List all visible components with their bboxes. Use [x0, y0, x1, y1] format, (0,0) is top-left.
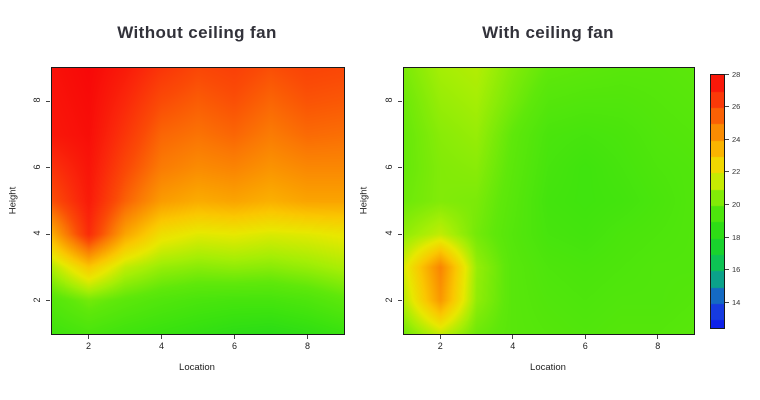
x-axis-label-left: Location	[179, 362, 215, 373]
x-tick-label-right: 8	[655, 341, 661, 351]
colorbar-tick-label: 26	[732, 102, 741, 112]
x-axis-label-right: Location	[530, 362, 566, 373]
x-tick-mark-left	[88, 335, 89, 339]
colorbar	[710, 74, 725, 329]
colorbar-tick-label: 22	[732, 167, 741, 177]
colorbar-tick-mark	[725, 204, 729, 206]
y-tick-mark-right	[398, 300, 402, 302]
x-tick-mark-left	[161, 335, 162, 339]
x-tick-label-left: 6	[231, 341, 237, 351]
x-tick-label-right: 2	[437, 341, 443, 351]
y-tick-mark-right	[398, 233, 402, 235]
x-tick-mark-right	[584, 335, 586, 339]
y-tick-label-right: 8	[384, 97, 394, 103]
y-tick-label-left: 2	[32, 297, 42, 303]
y-tick-mark-left	[46, 233, 50, 235]
colorbar-tick-mark	[725, 138, 729, 140]
chart-title-left: Without ceiling fan	[117, 23, 277, 42]
x-tick-label-left: 4	[158, 341, 164, 351]
y-tick-label-right: 4	[384, 230, 394, 236]
heatmap-canvas-left	[52, 68, 344, 334]
x-tick-mark-right	[439, 335, 441, 339]
colorbar-tick-label: 28	[732, 69, 741, 79]
x-tick-label-right: 6	[582, 341, 588, 351]
x-tick-mark-right	[657, 335, 659, 339]
colorbar-canvas	[711, 75, 724, 328]
colorbar-tick-label: 24	[732, 134, 741, 144]
colorbar-tick-mark	[725, 269, 729, 271]
heatmap-plot-right	[403, 67, 695, 335]
colorbar-tick-label: 14	[732, 298, 741, 308]
y-tick-mark-left	[46, 100, 50, 102]
colorbar-tick-label: 18	[732, 232, 741, 242]
y-tick-mark-right	[398, 167, 402, 169]
x-tick-mark-right	[512, 335, 514, 339]
x-tick-label-right: 4	[510, 341, 516, 351]
x-tick-mark-left	[307, 335, 308, 339]
y-tick-label-right: 2	[384, 297, 394, 303]
y-tick-label-right: 6	[384, 164, 394, 170]
chart-title-right: With ceiling fan	[482, 23, 614, 42]
colorbar-tick-mark	[725, 73, 729, 75]
y-tick-label-left: 4	[32, 230, 42, 236]
y-tick-mark-left	[46, 300, 50, 302]
x-tick-label-left: 8	[304, 341, 310, 351]
colorbar-tick-mark	[725, 236, 729, 238]
colorbar-tick-mark	[725, 171, 729, 173]
x-tick-label-left: 2	[85, 341, 91, 351]
colorbar-tick-label: 20	[732, 200, 741, 210]
y-tick-mark-right	[398, 100, 402, 102]
y-tick-mark-left	[46, 167, 50, 169]
y-axis-label-left: Height	[7, 186, 19, 215]
heatmap-plot-left	[51, 67, 345, 335]
heatmap-canvas-right	[404, 68, 694, 334]
y-axis-label-right: Height	[358, 186, 370, 215]
colorbar-tick-label: 16	[732, 265, 741, 275]
colorbar-tick-mark	[725, 106, 729, 108]
y-tick-label-left: 8	[32, 97, 42, 103]
colorbar-tick-mark	[725, 302, 729, 304]
x-tick-mark-left	[234, 335, 235, 339]
y-tick-label-left: 6	[32, 164, 42, 170]
